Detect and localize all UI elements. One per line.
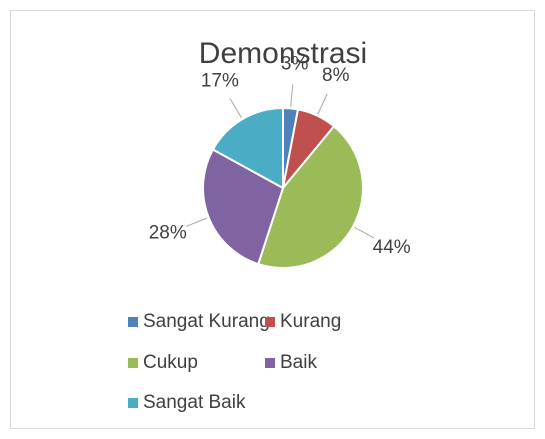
data-label: 17%	[201, 70, 239, 91]
pie-slice	[211, 106, 284, 190]
leader-line	[186, 217, 208, 227]
leader-line	[317, 93, 328, 115]
data-label: 3%	[281, 54, 309, 75]
chart-title: Demonstrasi	[199, 37, 367, 70]
pie-slice	[257, 124, 364, 269]
legend-swatch	[265, 358, 275, 368]
leader-line	[290, 84, 294, 107]
data-label: 44%	[373, 237, 411, 258]
data-label: 8%	[322, 65, 350, 86]
leader-line	[354, 226, 375, 239]
legend-swatch	[128, 358, 138, 368]
legend-label: Sangat Kurang	[143, 311, 270, 332]
leader-line	[229, 98, 242, 119]
legend-swatch	[265, 317, 275, 327]
legend-swatch	[128, 317, 138, 327]
legend-label: Baik	[280, 352, 317, 373]
legend-swatch	[128, 398, 138, 408]
legend-label: Kurang	[280, 311, 341, 332]
legend-label: Sangat Baik	[143, 392, 246, 413]
data-label: 28%	[149, 223, 187, 244]
legend-label: Cukup	[143, 352, 198, 373]
